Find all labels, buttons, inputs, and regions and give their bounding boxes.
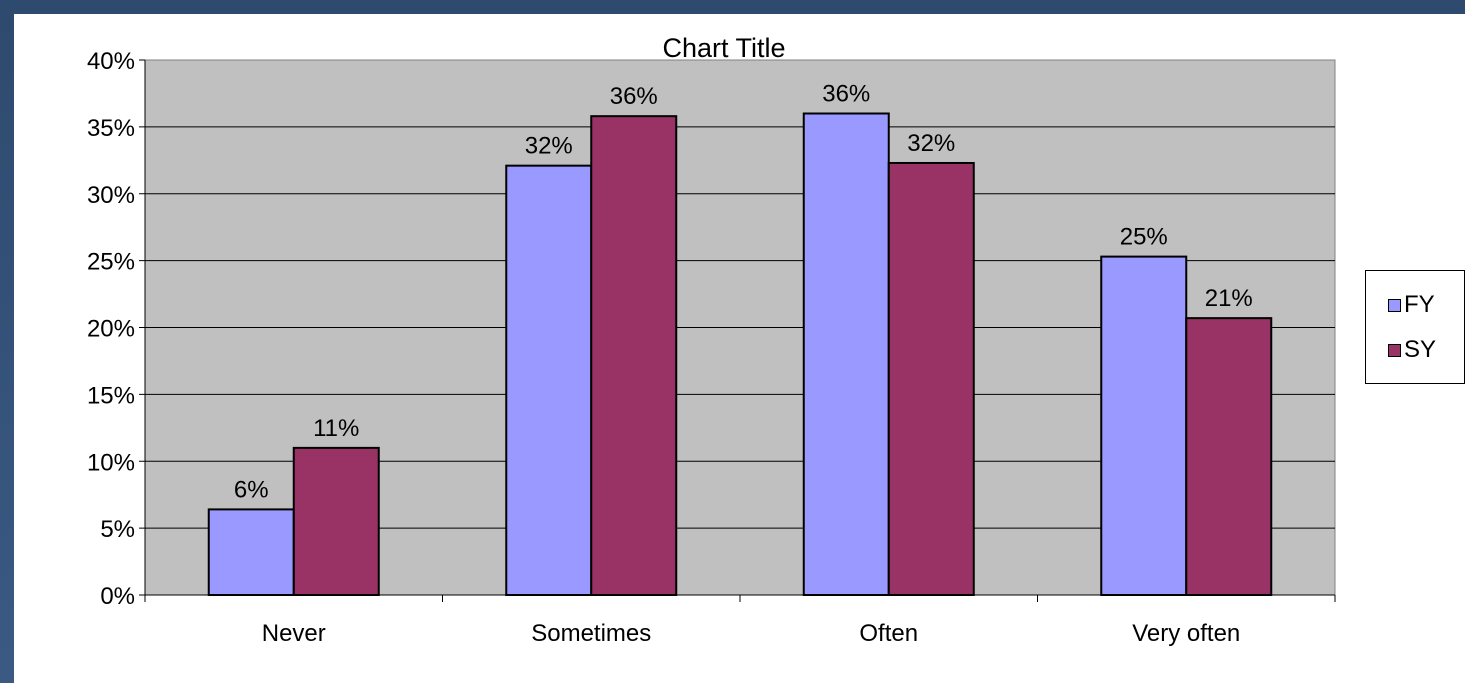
bar-sy [1185,317,1273,596]
x-tick-label: Very often [1132,620,1240,647]
x-tick-label: Often [859,620,918,647]
chart-title: Chart Title [662,33,785,63]
bar-fy [207,508,295,596]
bar-fy [802,112,890,596]
data-label: 25% [1120,224,1168,251]
y-tick-label: 10% [87,449,135,476]
y-tick-label: 5% [100,516,135,543]
y-tick-label: 25% [87,249,135,276]
legend-swatch-fy [1388,298,1401,312]
y-tick-label: 35% [87,115,135,142]
legend-item-fy: FY [1388,291,1435,318]
legend-swatch-sy [1388,343,1401,357]
bar-fy [1100,255,1188,597]
bar-sy [292,446,380,596]
x-tick-label: Sometimes [531,620,651,647]
bar-sy [887,161,975,597]
legend-label-fy: FY [1404,291,1435,318]
chart-area: 0% 5% 10% 15% 20% 25% 30% 35% 40% Never Sometimes… [14,14,1465,683]
x-tick-label: Never [262,620,326,647]
data-label: 6% [234,476,269,503]
y-tick-label: 15% [87,382,135,409]
data-label: 11% [313,415,359,442]
bar-fy [505,164,593,596]
y-tick-label: 30% [87,182,135,209]
legend: FY SY [1365,270,1465,384]
y-tick-label: 0% [100,583,135,610]
y-tick-label: 40% [87,48,135,75]
legend-item-sy: SY [1388,336,1437,363]
data-label: 32% [907,130,955,157]
data-label: 21% [1205,285,1253,312]
data-label: 36% [610,83,658,110]
data-label: 32% [525,133,573,160]
bar-chart: 0% 5% 10% 15% 20% 25% 30% 35% 40% Never Sometimes… [87,33,1336,647]
legend-label-sy: SY [1404,336,1437,363]
data-label: 36% [822,81,870,108]
y-tick-label: 20% [87,316,135,343]
bar-sy [590,115,678,597]
